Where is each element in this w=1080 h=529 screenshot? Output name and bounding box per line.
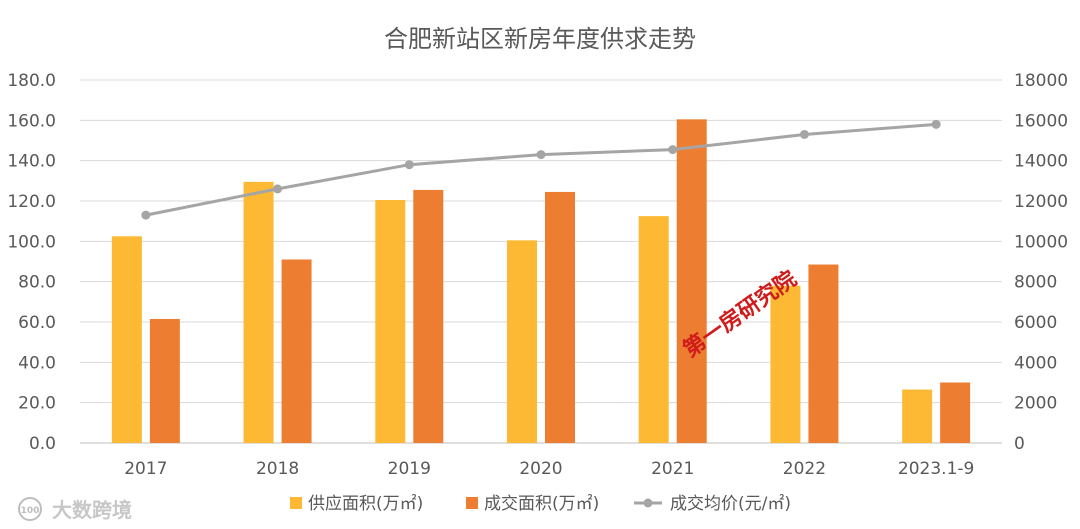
legend-swatch (290, 497, 302, 509)
x-axis: 2017 2018 2019 2020 2021 2022 2023.1-9 (124, 459, 974, 479)
price-line (141, 119, 941, 220)
legend-label: 成交面积(万㎡) (484, 494, 599, 514)
chart-title: 合肥新站区新房年度供求走势 (384, 25, 696, 53)
legend-label: 供应面积(万㎡) (308, 494, 423, 514)
bar-supply (770, 285, 801, 443)
price-point (141, 210, 151, 220)
watermark-corner: 100 大数跨境 (18, 497, 132, 522)
x-tick-label: 2020 (519, 459, 562, 479)
left-axis: 0.0 20.0 40.0 60.0 80.0 100.0 120.0 140.0 160.0 1… (7, 71, 56, 454)
right-tick-label: 4000 (1014, 353, 1057, 373)
right-tick-label: 0 (1014, 434, 1025, 454)
right-tick-label: 10000 (1014, 232, 1068, 252)
bar-deal (149, 318, 180, 443)
right-tick-label: 16000 (1014, 111, 1068, 131)
price-point (668, 145, 678, 155)
bar-supply (507, 240, 537, 443)
right-tick-label: 2000 (1014, 394, 1057, 414)
left-tick-label: 100.0 (7, 232, 56, 252)
price-point (404, 160, 414, 170)
bar-supply (638, 216, 669, 443)
left-tick-label: 120.0 (7, 192, 56, 212)
x-tick-label: 2018 (256, 459, 299, 479)
watermark-corner-text: 大数跨境 (52, 498, 132, 522)
price-point (536, 150, 546, 160)
legend-swatch (466, 497, 478, 509)
right-tick-label: 18000 (1014, 71, 1068, 91)
x-tick-label: 2023.1-9 (898, 459, 974, 479)
price-point (931, 119, 941, 129)
left-tick-label: 160.0 (7, 111, 56, 131)
bar-deal (808, 264, 839, 443)
bar-deal (281, 259, 312, 443)
x-tick-label: 2021 (651, 459, 694, 479)
gridlines (80, 79, 1002, 444)
bars (111, 119, 971, 443)
x-tick-label: 2019 (388, 459, 431, 479)
left-tick-label: 60.0 (18, 313, 56, 333)
bar-deal (545, 191, 575, 443)
bar-deal (413, 189, 444, 443)
x-tick-label: 2022 (783, 459, 826, 479)
right-tick-label: 6000 (1014, 313, 1057, 333)
bar-supply (243, 181, 274, 443)
x-tick-label: 2017 (124, 459, 167, 479)
legend-marker (643, 498, 653, 508)
left-tick-label: 40.0 (18, 353, 56, 373)
bar-supply (375, 199, 406, 443)
left-tick-label: 140.0 (7, 152, 56, 172)
bar-supply (111, 236, 142, 443)
bar-supply (902, 389, 933, 443)
bar-deal (940, 382, 971, 443)
price-point (273, 184, 283, 194)
bar-deal (676, 119, 707, 443)
left-tick-label: 80.0 (18, 273, 56, 293)
price-point (799, 129, 809, 139)
watermark-logo-icon (18, 497, 42, 521)
watermark-logo-text: 100 (21, 506, 40, 516)
right-axis: 0 2000 4000 6000 8000 10000 12000 14000 16000 180… (1014, 71, 1068, 454)
right-tick-label: 8000 (1014, 273, 1057, 293)
left-tick-label: 20.0 (18, 394, 56, 414)
left-tick-label: 0.0 (29, 434, 56, 454)
legend-label: 成交均价(元/㎡) (670, 494, 791, 514)
right-tick-label: 14000 (1014, 152, 1068, 172)
right-tick-label: 12000 (1014, 192, 1068, 212)
legend: 供应面积(万㎡) 成交面积(万㎡) 成交均价(元/㎡) (290, 494, 791, 514)
left-tick-label: 180.0 (7, 71, 56, 91)
